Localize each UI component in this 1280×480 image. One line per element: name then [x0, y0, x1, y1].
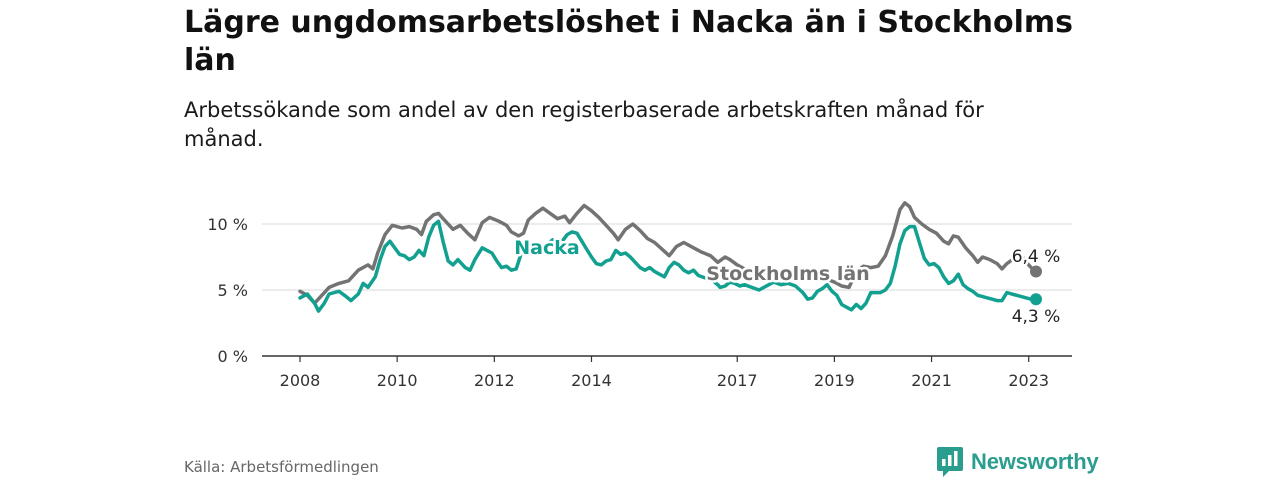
series-line-stockholms-län — [298, 201, 1038, 305]
x-tick-label: 2021 — [911, 371, 952, 390]
grid-lines — [262, 223, 1072, 291]
x-tick-label: 2012 — [474, 371, 515, 390]
y-axis-ticks: 0 % 5 % 10 % — [207, 215, 248, 366]
x-tick-label: 2023 — [1008, 371, 1049, 390]
series-lines — [298, 201, 1042, 313]
x-tick-label: 2014 — [571, 371, 612, 390]
series-end-marker — [1030, 265, 1042, 278]
series-end-marker — [1030, 293, 1042, 306]
x-tick-label: 2008 — [280, 371, 321, 390]
x-tick-label: 2010 — [377, 371, 418, 390]
end-value-stockholms-lan: 6,4 % — [1012, 247, 1061, 267]
brand-logo: Newsworthy — [937, 447, 1099, 477]
source-note: Källa: Arbetsförmedlingen — [184, 458, 379, 476]
brand-name: Newsworthy — [971, 449, 1099, 474]
y-tick-label: 0 % — [218, 347, 248, 366]
x-tick-label: 2019 — [814, 371, 855, 390]
x-axis: 2008 2010 2012 2014 2017 2019 2021 2023 — [262, 355, 1072, 390]
end-value-nacka: 4,3 % — [1012, 307, 1061, 327]
series-label-stockholms-lan: Stockholms län — [706, 263, 869, 285]
chart-subtitle: Arbetssökande som andel av den registerb… — [184, 98, 984, 151]
y-tick-label: 5 % — [218, 281, 248, 300]
chart-title: Lägre ungdomsarbetslöshet i Nacka än i S… — [184, 5, 1074, 78]
y-tick-label: 10 % — [207, 215, 248, 234]
newsworthy-logo-icon — [937, 447, 963, 477]
series-line-nacka — [298, 219, 1038, 313]
x-tick-label: 2017 — [717, 371, 758, 390]
series-label-nacka: Nacka — [514, 237, 579, 259]
series-labels: Nacka Stockholms län 6,4 % 4,3 % — [512, 235, 1063, 330]
